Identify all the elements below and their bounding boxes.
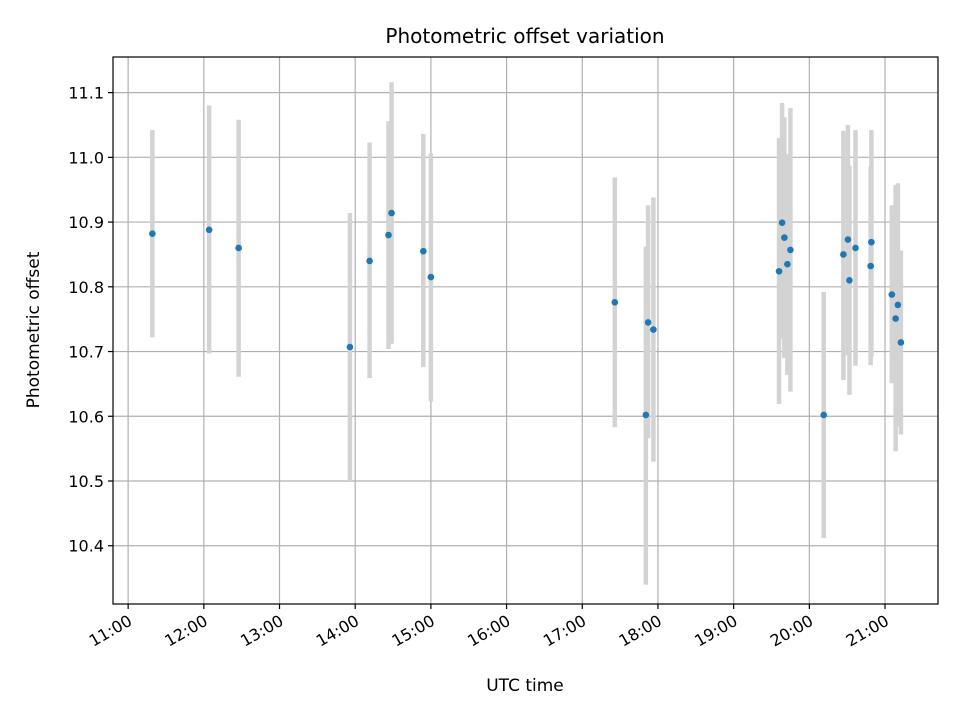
data-point (840, 251, 847, 258)
y-tick-label: 10.9 (68, 213, 104, 232)
data-point (235, 244, 242, 252)
y-tick-label: 10.6 (68, 407, 104, 426)
data-point (888, 291, 896, 298)
data-point (846, 277, 853, 284)
y-tick-label: 10.4 (68, 537, 104, 556)
data-point (642, 411, 650, 419)
data-point (892, 315, 899, 322)
data-point (852, 244, 859, 252)
data-point (775, 267, 783, 275)
data-point (420, 247, 427, 255)
data-point (427, 273, 435, 281)
data-point (868, 238, 875, 246)
data-point (650, 326, 657, 333)
data-points (149, 209, 905, 419)
data-point (784, 260, 791, 268)
x-axis-label: UTC time (486, 676, 564, 696)
data-point (897, 339, 905, 346)
y-axis-ticks: 10.4 10.5 10.6 10.7 10.8 10.9 11.0 11.1 (68, 84, 113, 556)
y-tick-label: 11.0 (68, 148, 104, 167)
chart-title: Photometric offset variation (385, 24, 664, 48)
y-axis-label: Photometric offset (24, 251, 44, 408)
y-tick-label: 10.7 (68, 343, 104, 362)
data-point (388, 209, 395, 217)
y-tick-label: 11.1 (68, 84, 104, 103)
data-point (820, 411, 828, 419)
data-point (366, 257, 373, 265)
data-point (149, 230, 156, 238)
grid-lines (113, 57, 938, 604)
data-point (346, 343, 354, 351)
data-point (787, 246, 794, 254)
data-point (781, 234, 788, 241)
y-tick-label: 10.8 (68, 278, 104, 297)
y-tick-label: 10.5 (68, 472, 104, 491)
data-point (894, 301, 902, 309)
data-point (778, 219, 786, 227)
data-point (385, 231, 392, 239)
plot-frame (112, 56, 939, 605)
data-point (611, 299, 619, 306)
data-point (644, 319, 652, 326)
data-point (844, 236, 852, 243)
data-point (867, 262, 874, 270)
data-point (205, 226, 213, 234)
